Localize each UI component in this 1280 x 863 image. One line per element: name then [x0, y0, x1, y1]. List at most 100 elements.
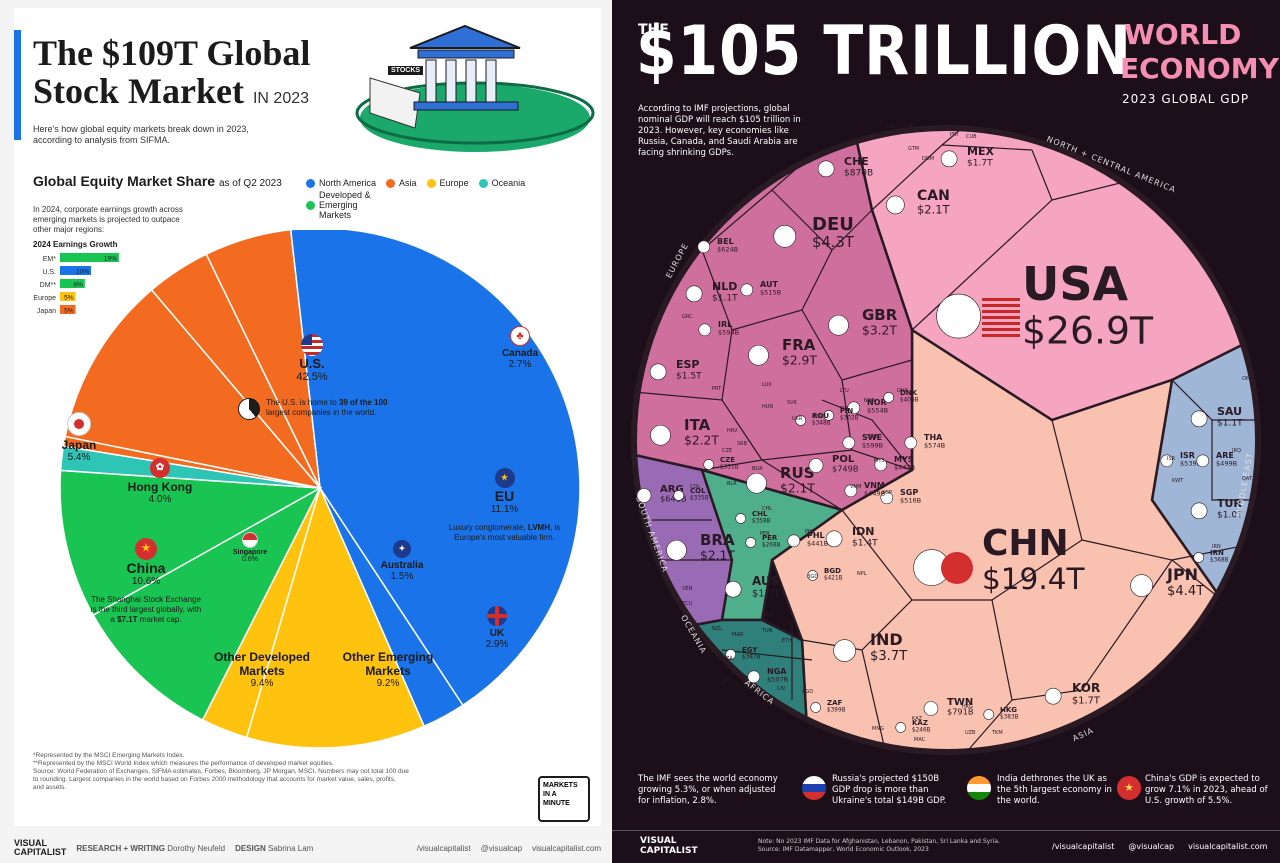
ind-gdp: $3.7T: [870, 649, 908, 664]
social-handle[interactable]: /visualcapitalist: [1052, 842, 1115, 851]
sau-flag-icon: [1190, 410, 1208, 428]
ita-gdp: $2.2T: [684, 433, 719, 447]
dnk-code: DNK: [900, 389, 918, 397]
kaz-code: KAZ: [912, 719, 928, 727]
fra-code: FRA: [782, 336, 816, 354]
pie-slice-other-emerging-markets: [59, 469, 323, 617]
aus-code: AUS: [752, 574, 779, 588]
eu-flag-icon: ★: [494, 468, 515, 488]
china-flag-icon: ★: [135, 538, 157, 560]
kor-code: KOR: [1072, 681, 1100, 695]
gbr-flag-icon: [828, 314, 849, 336]
china-flag-icon: ★: [1117, 776, 1141, 800]
dnk-gdp: $406B: [900, 398, 919, 404]
swe-code: SWE: [862, 433, 882, 442]
tha-code: THA: [924, 433, 943, 442]
title-world: WORLD: [1124, 18, 1242, 51]
country-are: ARE$499B: [1196, 451, 1238, 468]
small-country-label: NPL: [857, 571, 867, 577]
country-irl: IRL$594B: [698, 320, 740, 337]
cell-border: [761, 449, 853, 461]
small-country-label: GTM: [908, 146, 919, 152]
markets-in-a-minute-badge: MARKETS IN A MINUTE: [538, 776, 590, 822]
hkg-flag-icon: [983, 709, 995, 720]
fin-code: FIN: [840, 407, 853, 415]
deu-gdp: $4.3T: [812, 234, 855, 251]
bgd-code: BGD: [824, 567, 841, 575]
chn-gdp: $19.4T: [982, 562, 1085, 596]
canada-flag-icon: ♣: [510, 326, 530, 346]
growth-title: 2024 Earnings Growth: [33, 240, 118, 249]
country-bra: BRA$2.1T: [666, 531, 735, 562]
country-pol: POL$749B: [808, 454, 859, 474]
small-country-label: OMN: [1242, 376, 1254, 382]
kor-gdp: $1.7T: [1072, 695, 1101, 706]
small-country-label: ISR: [1167, 456, 1176, 462]
insight-3: India dethrones the UK as the 5th larges…: [997, 774, 1112, 806]
gbr-code: GBR: [862, 306, 898, 324]
nld-code: NLD: [712, 280, 737, 293]
country-kor: KOR$1.7T: [1044, 681, 1101, 706]
small-country-label: PHL: [805, 529, 815, 535]
fin-gdp: $302B: [840, 416, 859, 422]
rou-code: ROU: [812, 412, 829, 420]
social-handle[interactable]: /visualcapitalist: [416, 843, 471, 853]
vc-logo: VISUAL CAPITALIST: [640, 836, 698, 856]
country-mex: MEX$1.7T: [940, 145, 994, 168]
usa-code: USA: [1022, 257, 1128, 311]
country-zaf: ZAF$399B: [810, 699, 846, 714]
nld-gdp: $1.1T: [712, 293, 738, 303]
per-gdp: $268B: [762, 543, 781, 549]
country-nor: NOR $554B: [847, 398, 889, 415]
small-country-label: PRI: [950, 132, 958, 138]
country-chn: CHN$19.4T: [913, 523, 1085, 596]
small-country-label: FIN: [840, 406, 848, 412]
small-country-label: CHL: [762, 506, 772, 512]
country-aus: AUS$1.7T: [724, 574, 781, 599]
pol-code: POL: [832, 454, 855, 465]
nga-code: NGA: [767, 667, 787, 676]
growth-value: 5%: [64, 308, 74, 315]
website-link[interactable]: visualcapitalist.com: [532, 843, 601, 853]
country-ita: ITA$2.2T: [650, 416, 719, 447]
country-jpn: JPN$4.4T: [1130, 565, 1205, 599]
country-nga: NGA$507B: [747, 667, 789, 684]
social-handle-2[interactable]: @visualcap: [1128, 842, 1175, 851]
nga-gdp: $507B: [767, 676, 789, 684]
cell-border: [701, 249, 833, 331]
swe-gdp: $599B: [862, 442, 884, 450]
pol-flag-icon: [808, 458, 824, 473]
legend-item-europe: Europe: [426, 178, 469, 188]
vnm-code: VNM: [864, 481, 885, 490]
vnm-flag-icon: [844, 484, 858, 498]
irl-flag-icon: [698, 323, 712, 337]
country-bgd: BGD$421B: [807, 567, 843, 582]
fra-flag-icon: [748, 344, 769, 366]
growth-label: U.S.: [42, 269, 56, 276]
cell-border: [821, 399, 913, 471]
left-footer: VISUAL CAPITALIST RESEARCH + WRITING Doro…: [14, 838, 601, 857]
small-country-label: CUB: [966, 134, 977, 140]
small-country-label: MNG: [872, 726, 884, 732]
small-country-label: GRC: [682, 314, 693, 320]
other-developed-label: Other Developed Markets 9.4%: [213, 650, 311, 689]
small-country-label: HUN: [762, 404, 773, 410]
twn-gdp: $791B: [947, 707, 974, 717]
small-country-label: HRV: [727, 428, 738, 434]
country-swe: SWE $599B: [842, 433, 884, 450]
growth-value: 5%: [64, 295, 74, 302]
esp-flag-icon: [649, 363, 667, 381]
social-handle-2[interactable]: @visualcap: [480, 843, 523, 853]
growth-note: In 2024, corporate earnings growth acros…: [33, 205, 183, 234]
insight-4: China's GDP is expected to grow 7.1% in …: [1145, 774, 1268, 806]
country-rou: ROU$348B: [795, 412, 831, 427]
small-country-label: PRT: [712, 386, 722, 392]
country-ind: IND$3.7T: [833, 630, 908, 664]
russia-flag-icon: [802, 776, 826, 800]
website-link[interactable]: visualcapitalist.com: [1188, 842, 1268, 851]
small-country-label: IRQ: [1232, 448, 1241, 454]
country-sau: SAU$1.1T: [1190, 405, 1243, 428]
eu-slice-label: ★ EU 11.1% Luxury conglomerate, LVMH, is…: [442, 468, 567, 543]
title-line-1: The $109T Global: [33, 33, 311, 73]
country-deu: DEU$4.3T: [773, 214, 855, 251]
